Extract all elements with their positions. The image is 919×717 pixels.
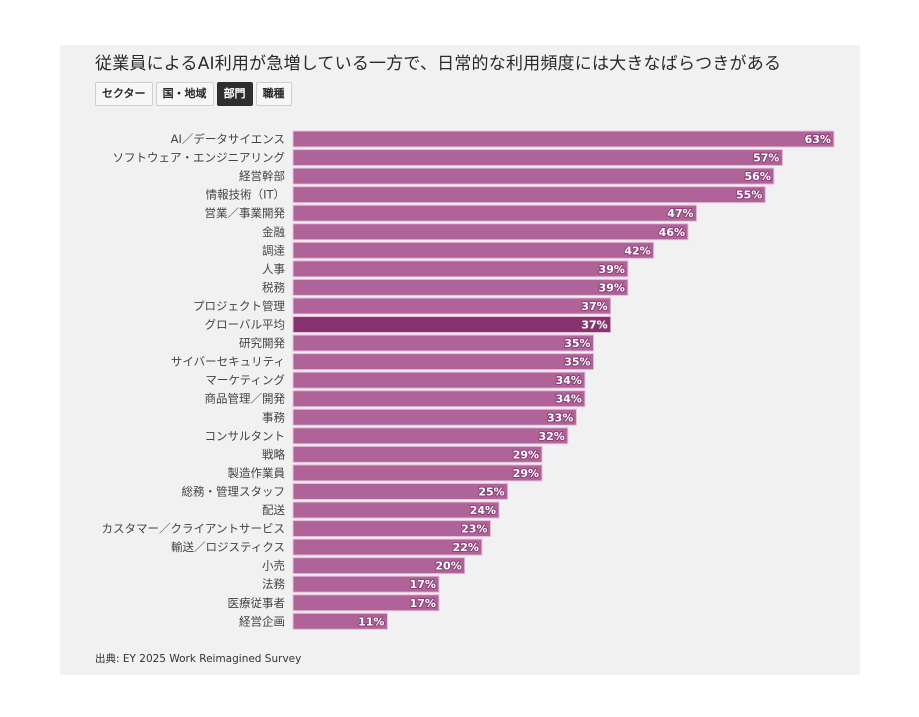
category-label: 戦略 bbox=[262, 447, 285, 461]
source-note: 出典: EY 2025 Work Reimagined Survey bbox=[95, 653, 302, 665]
value-label: 17% bbox=[410, 597, 436, 610]
value-label: 37% bbox=[581, 319, 607, 332]
bar bbox=[292, 149, 783, 167]
bar bbox=[292, 501, 500, 519]
value-label: 35% bbox=[564, 356, 590, 369]
category-label: カスタマー／クライアントサービス bbox=[101, 522, 285, 536]
bar bbox=[292, 538, 483, 556]
category-label: 人事 bbox=[262, 262, 285, 276]
category-label: コンサルタント bbox=[205, 429, 286, 443]
tab-sector[interactable]: セクター bbox=[95, 82, 153, 106]
category-label: 税務 bbox=[262, 280, 285, 294]
category-label: プロジェクト管理 bbox=[193, 299, 285, 313]
value-label: 39% bbox=[599, 281, 625, 294]
category-label: 調達 bbox=[262, 243, 285, 257]
bar bbox=[292, 408, 577, 426]
category-label: 営業／事業開発 bbox=[205, 206, 286, 220]
category-label: 研究開発 bbox=[239, 336, 285, 350]
value-labels: 63% 57% 56% 55% 47% 46% 42% 39% 39% 37% 37% 35% 35% 3… bbox=[357, 132, 832, 629]
value-label: 35% bbox=[564, 337, 590, 350]
bar bbox=[292, 186, 766, 204]
category-label: 医療従事者 bbox=[228, 596, 286, 610]
value-label: 17% bbox=[410, 578, 436, 591]
value-label: 57% bbox=[753, 152, 779, 165]
bar bbox=[292, 241, 655, 259]
category-label: ソフトウェア・エンジニアリング bbox=[113, 151, 286, 165]
value-label: 24% bbox=[470, 504, 496, 517]
category-label: AI／データサイエンス bbox=[171, 132, 285, 146]
category-label: 輸送／ロジスティクス bbox=[171, 540, 285, 554]
bar bbox=[292, 334, 595, 352]
value-label: 34% bbox=[556, 374, 582, 387]
value-label: 33% bbox=[547, 411, 573, 424]
bar bbox=[292, 557, 466, 575]
bar bbox=[292, 482, 509, 500]
category-label: 商品管理／開発 bbox=[205, 392, 286, 406]
value-label: 34% bbox=[556, 393, 582, 406]
bar bbox=[292, 612, 388, 630]
bar bbox=[292, 371, 586, 389]
value-label: 29% bbox=[513, 467, 539, 480]
category-label: 法務 bbox=[262, 577, 285, 591]
bar bbox=[292, 464, 543, 482]
category-label: 事務 bbox=[262, 410, 285, 424]
bar bbox=[292, 594, 440, 612]
value-label: 56% bbox=[745, 170, 771, 183]
bar bbox=[292, 520, 492, 538]
bar bbox=[292, 278, 629, 296]
value-label: 23% bbox=[461, 523, 487, 536]
category-label: 製造作業員 bbox=[228, 466, 286, 480]
bar bbox=[292, 223, 689, 241]
bar bbox=[292, 130, 835, 148]
bar bbox=[292, 260, 629, 278]
filter-tabs: セクター 国・地域 部門 職種 bbox=[95, 82, 292, 106]
value-label: 55% bbox=[736, 189, 762, 202]
value-label: 39% bbox=[599, 263, 625, 276]
category-label: 金融 bbox=[262, 225, 285, 239]
category-label: 経営企画 bbox=[239, 614, 285, 628]
tab-country-region[interactable]: 国・地域 bbox=[155, 82, 214, 106]
category-label: 配送 bbox=[262, 503, 285, 517]
bar bbox=[292, 353, 595, 371]
value-label: 25% bbox=[478, 485, 504, 498]
category-label: 経営幹部 bbox=[239, 169, 285, 183]
chart-title: 従業員によるAI利用が急増している一方で、日常的な利用頻度には大きなばらつきがあ… bbox=[95, 54, 782, 74]
bar bbox=[292, 427, 569, 445]
value-label: 20% bbox=[435, 560, 461, 573]
value-label: 42% bbox=[624, 244, 650, 257]
value-label: 46% bbox=[659, 226, 685, 239]
value-label: 32% bbox=[538, 430, 564, 443]
bar bbox=[292, 167, 775, 185]
category-label: サイバーセキュリティ bbox=[171, 355, 285, 369]
bars bbox=[292, 130, 835, 630]
bar bbox=[292, 575, 440, 593]
bar bbox=[292, 390, 586, 408]
bar-highlight bbox=[292, 316, 612, 333]
tab-job-type[interactable]: 職種 bbox=[255, 82, 292, 106]
bar bbox=[292, 204, 698, 222]
category-label: マーケティング bbox=[205, 373, 285, 387]
category-label: 情報技術（IT） bbox=[206, 188, 285, 202]
value-label: 29% bbox=[513, 448, 539, 461]
tab-department[interactable]: 部門 bbox=[216, 82, 253, 106]
category-label: 小売 bbox=[262, 559, 285, 573]
value-label: 22% bbox=[453, 541, 479, 554]
bar bbox=[292, 445, 543, 463]
value-label: 37% bbox=[581, 300, 607, 313]
value-label: 11% bbox=[358, 615, 384, 628]
value-label: 47% bbox=[667, 207, 693, 220]
bar bbox=[292, 297, 612, 315]
value-label: 63% bbox=[805, 133, 831, 146]
chart-panel: AI／データサイエンスソフトウェア・エンジニアリング経営幹部情報技術（IT） 営業… bbox=[60, 45, 860, 675]
category-label: 総務・管理スタッフ bbox=[182, 484, 286, 498]
category-label: グローバル平均 bbox=[205, 318, 285, 332]
